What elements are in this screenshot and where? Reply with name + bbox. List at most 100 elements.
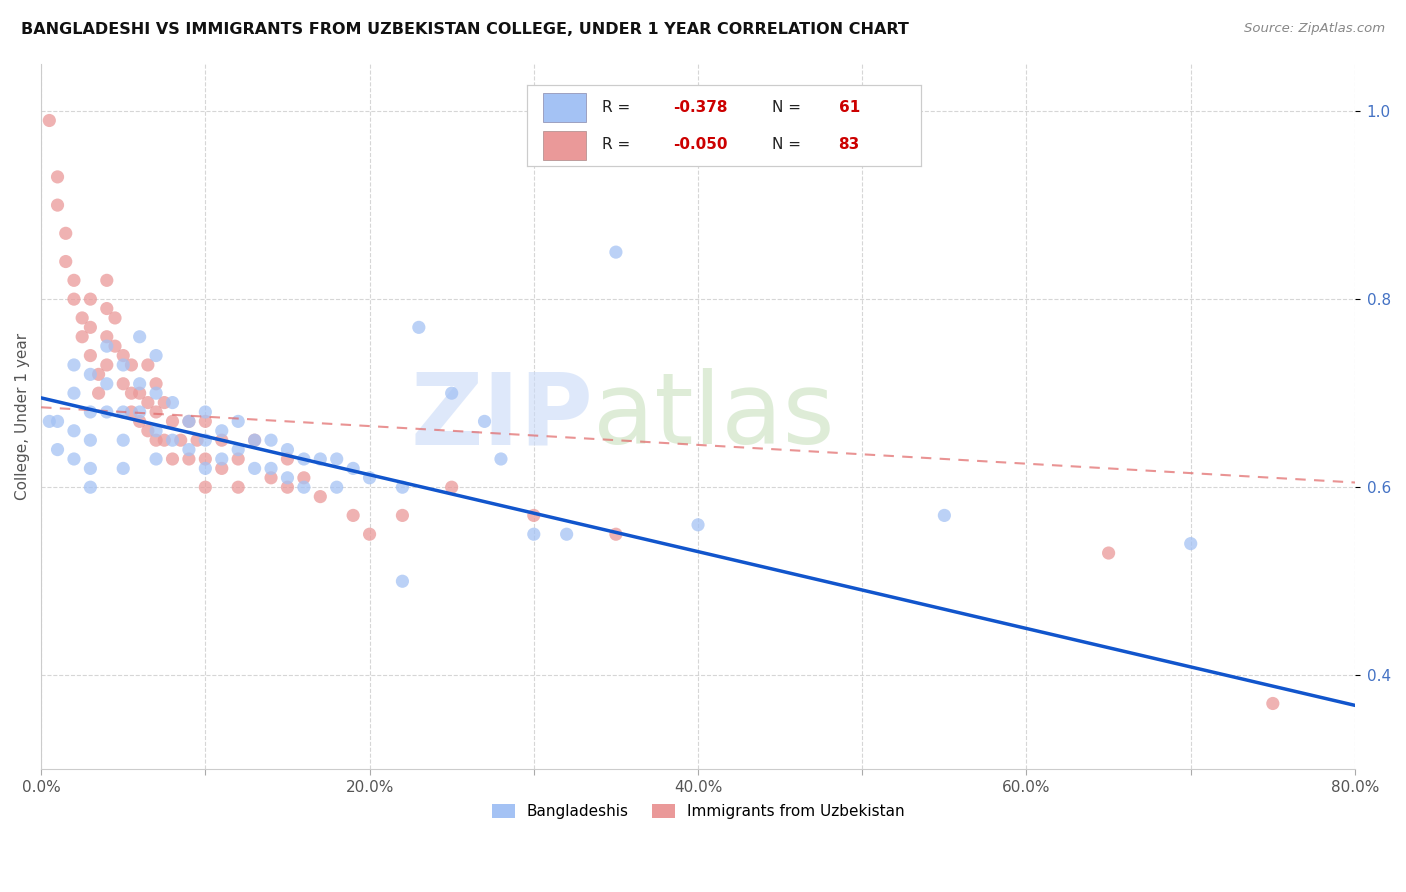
Point [79,433,101,447]
Point [128,405,150,419]
Point [194,414,217,428]
Point [63,424,86,438]
Point [162,395,184,409]
Point [186,433,208,447]
Point [38,113,60,128]
Point [145,386,167,401]
Point [934,508,956,523]
Text: BANGLADESHI VS IMMIGRANTS FROM UZBEKISTAN COLLEGE, UNDER 1 YEAR CORRELATION CHAR: BANGLADESHI VS IMMIGRANTS FROM UZBEKISTA… [21,22,908,37]
Point [276,480,298,494]
Point [79,405,101,419]
Point [145,376,167,391]
Point [194,433,217,447]
Point [226,452,249,467]
Point [292,471,315,485]
Point [145,452,167,467]
Point [63,386,86,401]
Point [120,386,142,401]
Text: ZIP: ZIP [411,368,593,466]
Point [112,461,135,475]
Point [211,433,233,447]
Point [63,292,86,306]
Point [63,273,86,287]
Point [46,414,69,428]
Point [523,527,546,541]
Point [605,245,627,260]
Point [128,386,150,401]
Point [96,273,118,287]
Point [145,405,167,419]
Point [226,480,249,494]
Point [555,527,578,541]
Point [63,358,86,372]
Point [79,292,101,306]
Point [96,339,118,353]
Point [276,442,298,457]
Point [1097,546,1119,560]
Point [276,471,298,485]
Point [112,376,135,391]
Point [87,368,110,382]
Point [79,320,101,334]
Point [359,527,381,541]
Point [162,414,184,428]
Point [162,433,184,447]
Y-axis label: College, Under 1 year: College, Under 1 year [15,333,30,500]
Point [70,330,93,344]
Point [46,169,69,184]
Point [194,452,217,467]
Point [440,480,463,494]
Point [292,480,315,494]
Point [226,414,249,428]
Point [112,349,135,363]
Point [523,508,546,523]
Point [440,386,463,401]
Point [153,433,176,447]
Point [342,461,364,475]
Point [243,433,266,447]
Point [96,358,118,372]
Point [177,414,200,428]
Point [325,452,347,467]
Point [260,461,283,475]
Legend: Bangladeshis, Immigrants from Uzbekistan: Bangladeshis, Immigrants from Uzbekistan [485,797,911,825]
Point [79,461,101,475]
Point [38,414,60,428]
Point [359,471,381,485]
Point [170,433,193,447]
Point [120,358,142,372]
Point [63,452,86,467]
Point [112,358,135,372]
Point [309,452,332,467]
Point [211,461,233,475]
Point [162,452,184,467]
Point [1180,536,1202,550]
Point [177,452,200,467]
Point [70,310,93,325]
Point [96,330,118,344]
Point [128,414,150,428]
Point [243,433,266,447]
Point [194,461,217,475]
Point [96,405,118,419]
Point [79,368,101,382]
Point [128,330,150,344]
Point [391,508,413,523]
Point [136,395,159,409]
Point [46,198,69,212]
Point [96,376,118,391]
Point [55,254,77,268]
Point [276,452,298,467]
Point [145,433,167,447]
Point [79,349,101,363]
Point [260,433,283,447]
Point [55,227,77,241]
Point [211,424,233,438]
Point [120,405,142,419]
Point [79,480,101,494]
Point [112,405,135,419]
Point [243,461,266,475]
Point [226,442,249,457]
Point [145,424,167,438]
Point [177,442,200,457]
